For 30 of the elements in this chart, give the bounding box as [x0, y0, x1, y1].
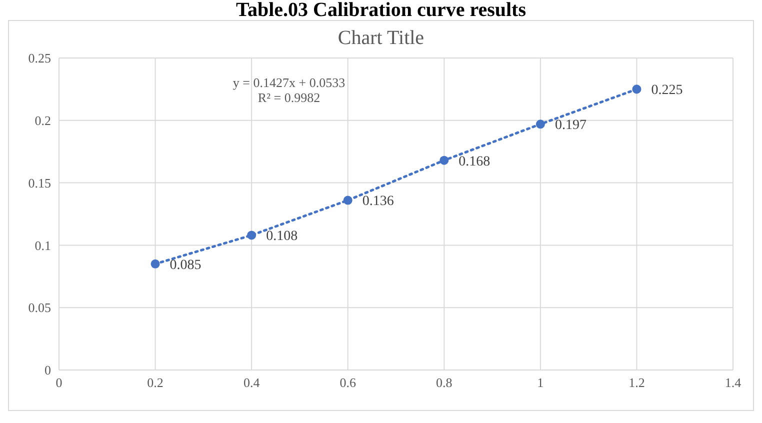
data-label: 0.197 — [554, 118, 586, 134]
x-tick-label: 1.4 — [724, 375, 742, 390]
x-tick-label: 0.4 — [243, 375, 260, 390]
point — [247, 230, 256, 240]
y-tick-label: 0 — [44, 362, 51, 378]
data-label: 0.168 — [458, 154, 490, 170]
x-tick-label: 0 — [56, 375, 62, 390]
data-label: 0.108 — [266, 229, 298, 244]
chart-title: Table.03 Calibration curve results — [234, 0, 527, 21]
point — [343, 196, 352, 205]
x-tick-label: 0.6 — [340, 375, 356, 390]
data-label: 0.225 — [651, 83, 683, 98]
x-tick-label: 1.2 — [628, 375, 645, 390]
x-tick-label: 0.8 — [436, 375, 452, 390]
chart-subtitle: Chart Title — [336, 27, 426, 50]
data-label: 0.085 — [170, 258, 202, 273]
data-label: 0.136 — [362, 194, 394, 210]
annotation: R² = 0.9982 — [256, 90, 322, 105]
y-tick-label: 0.2 — [34, 113, 51, 128]
x-tick-label: 0.2 — [147, 375, 164, 390]
annotation: y = 0.1427x + 0.0533 — [232, 75, 346, 90]
point — [150, 259, 160, 268]
point — [440, 156, 449, 165]
y-tick-label: 0.05 — [28, 300, 51, 316]
y-tick-label: 0.1 — [34, 238, 51, 253]
x-tick-label: 1 — [537, 375, 544, 390]
point — [536, 120, 545, 129]
point — [632, 84, 642, 94]
y-tick-label: 0.15 — [28, 175, 51, 190]
y-tick-label: 0.25 — [28, 50, 51, 66]
